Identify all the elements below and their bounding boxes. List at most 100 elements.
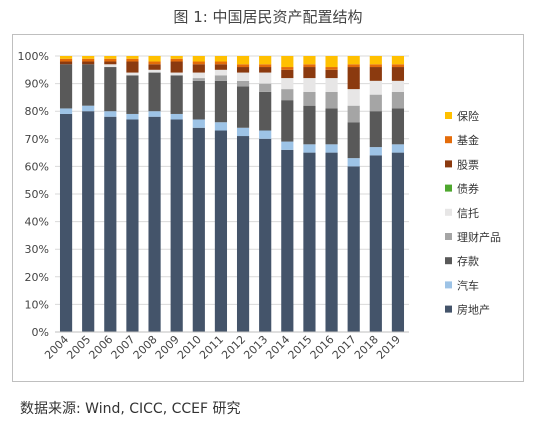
legend-label: 存款 xyxy=(457,254,479,268)
legend-swatch xyxy=(445,208,452,216)
bar-segment xyxy=(126,72,139,76)
bar-segment xyxy=(59,113,73,333)
bar-segment xyxy=(369,147,382,156)
legend-label: 房地产 xyxy=(457,303,490,317)
bar-segment xyxy=(214,75,228,81)
bar-segment xyxy=(170,58,183,62)
legend-label: 债券 xyxy=(457,182,479,196)
bar-segment xyxy=(325,56,338,68)
x-tick-label: 2018 xyxy=(352,333,381,362)
bar-segment xyxy=(369,155,382,332)
bar-segment xyxy=(259,130,272,139)
legend-swatch xyxy=(445,184,452,192)
bar-segment xyxy=(82,61,95,65)
y-tick-label: 40% xyxy=(25,216,49,229)
x-tick-label: 2006 xyxy=(86,333,115,362)
bar-segment xyxy=(148,116,161,332)
bar-segment xyxy=(369,67,382,81)
bar-segment xyxy=(347,166,360,332)
bar-segment xyxy=(192,78,205,81)
bar-segment xyxy=(104,61,117,65)
bar-segment xyxy=(170,119,183,332)
legend-swatch xyxy=(445,233,452,240)
bar-segment xyxy=(104,111,117,117)
bar-segment xyxy=(214,80,228,123)
bar-segment xyxy=(192,56,205,62)
bar-segment xyxy=(214,69,228,76)
bar-segment xyxy=(214,122,228,131)
legend-label: 信托 xyxy=(457,206,479,220)
bar-segment xyxy=(369,94,382,112)
bar-segment xyxy=(82,64,95,106)
x-tick-label: 2005 xyxy=(64,333,93,362)
bar-segment xyxy=(236,56,250,65)
bar-segment xyxy=(259,138,272,332)
bar-segment xyxy=(347,89,360,106)
y-tick-label: 80% xyxy=(25,105,49,118)
y-tick-label: 60% xyxy=(25,160,49,173)
bar-segment xyxy=(82,56,95,59)
bar-segment xyxy=(236,86,250,128)
y-tick-label: 100% xyxy=(18,50,49,63)
bar-segment xyxy=(391,152,405,332)
bar-segment xyxy=(303,64,316,68)
bar-segment xyxy=(148,69,161,73)
bar-segment xyxy=(259,91,272,131)
legend-swatch xyxy=(445,257,452,265)
bar-segment xyxy=(303,152,316,332)
y-tick-label: 20% xyxy=(25,271,49,284)
bar-segment xyxy=(236,127,250,137)
legend-swatch xyxy=(445,160,452,168)
x-tick-label: 2015 xyxy=(286,333,315,362)
bar-segment xyxy=(126,119,139,332)
bar-segment xyxy=(192,64,205,73)
legend-label: 保险 xyxy=(457,109,479,123)
x-tick-label: 2016 xyxy=(308,333,337,362)
bar-segment xyxy=(148,61,161,65)
bar-segment xyxy=(170,113,183,120)
bar-segment xyxy=(170,72,183,76)
bar-segment xyxy=(303,56,316,65)
bar-segment xyxy=(325,152,338,332)
x-tick-label: 2010 xyxy=(175,333,204,362)
bar-segment xyxy=(391,108,405,145)
bar-segment xyxy=(148,111,161,117)
bar-segment xyxy=(259,83,272,92)
bar-segment xyxy=(369,64,382,68)
bar-segment xyxy=(303,67,316,79)
legend-swatch xyxy=(445,305,452,313)
bar-segment xyxy=(82,58,95,62)
x-tick-label: 2019 xyxy=(374,333,403,362)
legend-swatch xyxy=(445,112,452,119)
bar-segment xyxy=(303,78,316,92)
bar-segment xyxy=(170,61,183,73)
bar-segment xyxy=(281,100,294,142)
bar-segment xyxy=(259,67,272,73)
bar-segment xyxy=(303,105,316,145)
bar-segment xyxy=(347,122,360,159)
x-tick-label: 2014 xyxy=(263,333,292,362)
y-tick-label: 70% xyxy=(25,133,49,146)
bar-segment xyxy=(325,108,338,145)
y-tick-label: 30% xyxy=(25,243,49,256)
bar-segment xyxy=(325,67,338,70)
bar-segment xyxy=(126,113,139,120)
y-tick-label: 90% xyxy=(25,78,49,91)
legend-swatch xyxy=(445,281,452,289)
bar-segment xyxy=(347,64,360,68)
bar-segment xyxy=(192,127,205,332)
bar-segment xyxy=(259,56,272,65)
bar-segment xyxy=(104,116,117,332)
bar-segment xyxy=(303,91,316,106)
bar-segment xyxy=(148,64,161,70)
bar-segment xyxy=(281,78,294,90)
y-tick-label: 0% xyxy=(32,326,49,339)
bar-segment xyxy=(236,136,250,332)
bar-segment xyxy=(281,69,294,79)
bar-segment xyxy=(59,108,73,114)
bar-segment xyxy=(104,58,117,62)
bar-segment xyxy=(148,56,161,62)
bar-segment xyxy=(369,56,382,65)
bar-segment xyxy=(104,67,117,112)
bar-segment xyxy=(391,80,405,92)
